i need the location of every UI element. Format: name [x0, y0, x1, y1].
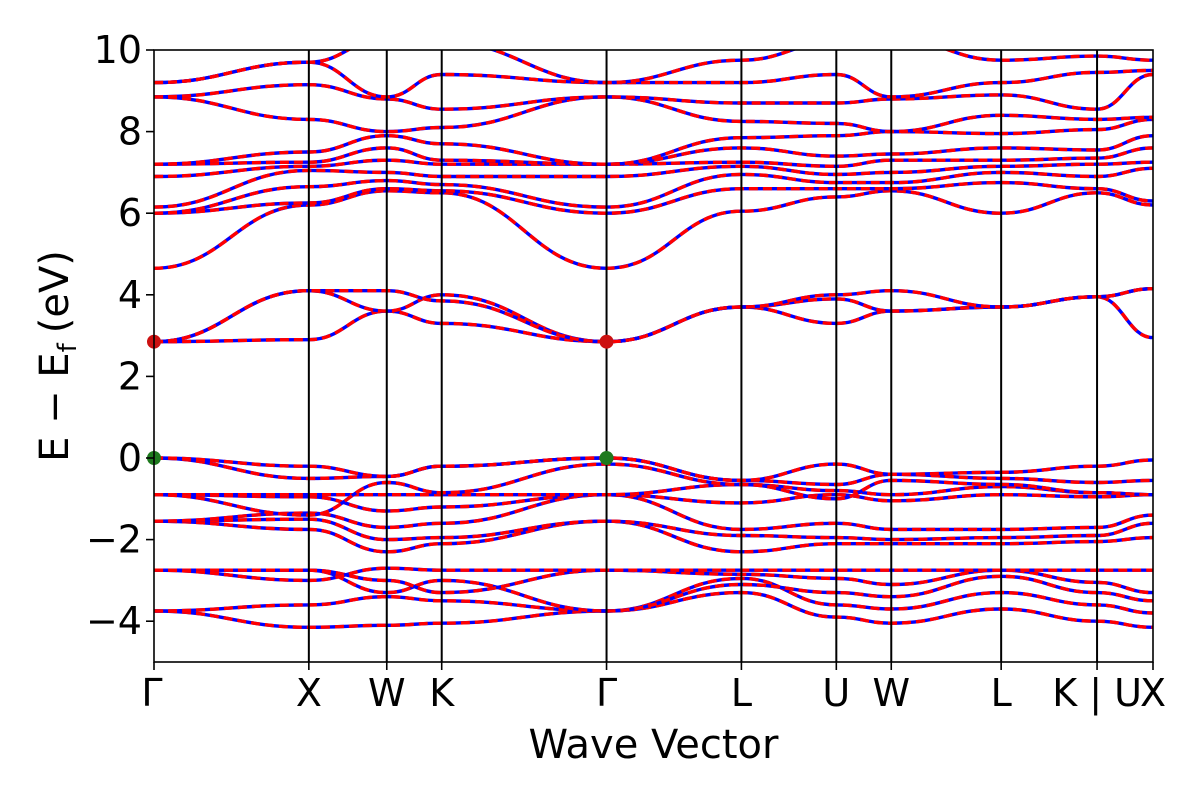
band-line-spin-up [154, 492, 1153, 513]
band-line-spin-up [154, 482, 1153, 497]
y-tick-label: 4 [118, 273, 142, 317]
band-line-spin-up [154, 134, 1153, 166]
y-axis-label-main: E − E [32, 352, 78, 462]
x-tick-label: K | U [1052, 671, 1142, 716]
y-tick-label: 2 [118, 354, 142, 398]
band-line-spin-up [154, 166, 1153, 215]
cbm-marker [599, 334, 614, 349]
plot-frame [153, 49, 1154, 663]
x-tick-label: Γ [141, 671, 162, 715]
x-tick-label: X [1140, 671, 1166, 715]
x-tick-label: W [368, 671, 406, 715]
y-axis-label-unit: (eV) [32, 250, 78, 333]
bands-layer [154, 50, 1153, 630]
y-tick-label: −4 [86, 599, 142, 643]
band-line-spin-up [154, 590, 1153, 630]
band-line-spin-up [154, 576, 1153, 615]
x-tick-label: L [991, 671, 1012, 715]
x-tick-label: K [429, 671, 455, 715]
band-line-spin-up [154, 160, 1153, 209]
band-line-spin-up [154, 60, 1153, 99]
y-axis-label-subscript: f [53, 342, 83, 352]
band-line-spin-up [154, 180, 1153, 215]
y-tick-label: 0 [118, 436, 142, 480]
y-axis-label: E − Ef (eV) [32, 250, 83, 462]
x-tick-label: W [872, 671, 910, 715]
band-line-spin-up [154, 287, 1153, 344]
band-line-spin-up [154, 568, 1153, 613]
band-line-spin-down [154, 60, 1153, 99]
band-line-spin-up [154, 456, 1153, 483]
vbm-marker [599, 451, 614, 465]
x-tick-label: X [296, 671, 322, 715]
y-tick-label: 8 [118, 110, 142, 154]
x-axis-label: Wave Vector [529, 722, 780, 768]
x-tick-label: L [731, 671, 752, 715]
y-tick-label: 10 [94, 28, 142, 72]
y-tick-label: 6 [118, 191, 142, 235]
band-line-spin-up [154, 519, 1153, 554]
band-line-spin-up [154, 568, 1153, 595]
band-line-spin-up [154, 295, 1153, 344]
band-line-spin-up [154, 492, 1153, 532]
extrema-markers [147, 334, 614, 465]
y-axis-ticks: −4 −2 0 2 4 6 8 10 [86, 28, 154, 643]
band-line-spin-up [154, 117, 1153, 166]
y-tick-label: −2 [86, 518, 142, 562]
x-tick-label: Γ [596, 671, 617, 715]
band-line-spin-up [154, 146, 1153, 179]
kpoint-lines [307, 50, 1099, 662]
band-line-spin-up [154, 189, 1153, 271]
band-line-spin-up [154, 517, 1153, 542]
band-line-spin-up [154, 95, 1153, 134]
band-line-spin-up [154, 72, 1153, 111]
x-tick-label: U [822, 671, 850, 715]
band-line-spin-up [154, 566, 1153, 583]
